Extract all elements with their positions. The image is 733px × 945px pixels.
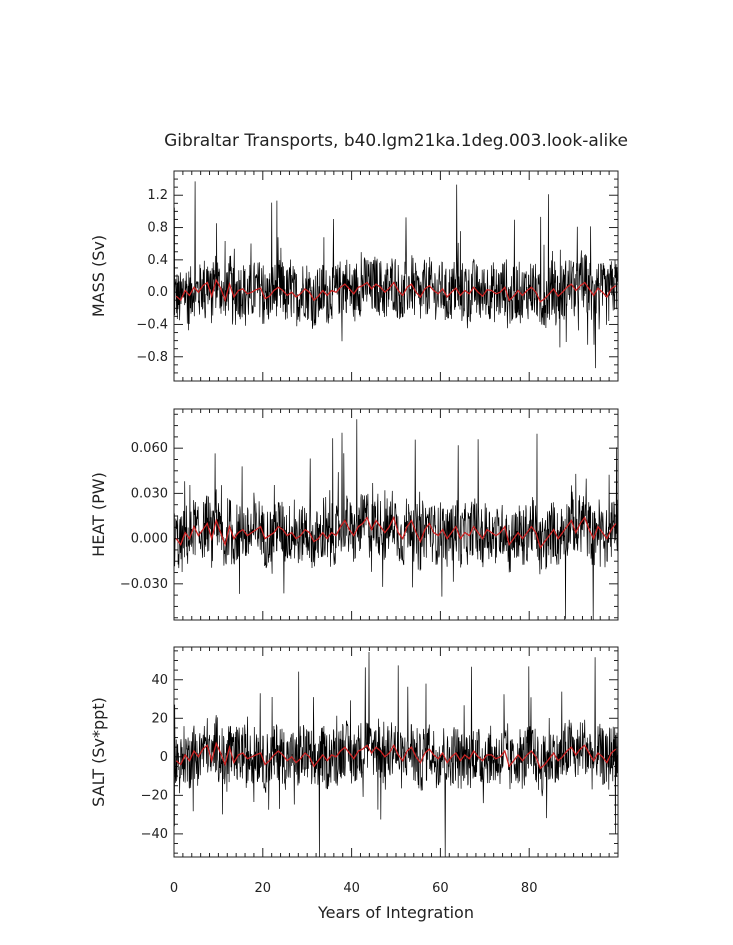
y-tick-label: −0.4: [136, 317, 168, 332]
monthly-series: [174, 419, 618, 620]
x-axis-label: Years of Integration: [317, 903, 474, 922]
x-tick-label: 60: [432, 881, 449, 896]
y-tick-label: 0.030: [131, 486, 168, 501]
x-tick-label: 20: [255, 881, 272, 896]
y-tick-label: −0.8: [136, 350, 168, 365]
y-tick-label: 0.8: [147, 221, 168, 236]
y-axis-label: HEAT (PW): [89, 472, 108, 557]
y-axis-label: SALT (Sv*ppt): [89, 697, 108, 807]
x-tick-label: 40: [343, 881, 360, 896]
annual-mean-series: [175, 278, 617, 303]
y-tick-label: 0.0: [147, 285, 168, 300]
plot-frame: [173, 646, 619, 858]
y-tick-label: −20: [141, 788, 168, 803]
annual-mean-series: [175, 741, 617, 770]
monthly-series: [174, 181, 618, 369]
panel-mass: −0.8 −0.4 0.0 0.4 0.8 1.2 MASS (Sv): [89, 170, 619, 382]
y-tick-label: 0.000: [131, 532, 168, 547]
x-tick-label: 80: [521, 881, 538, 896]
x-tick-label: 0: [170, 881, 178, 896]
y-tick-label: −40: [141, 827, 168, 842]
monthly-series: [174, 651, 618, 857]
panel-heat: −0.030 0.000 0.030 0.060 HEAT (PW): [89, 408, 619, 621]
y-tick-label: −0.030: [120, 577, 168, 592]
annual-mean-series: [175, 515, 617, 550]
x-tick-labels: 0 20 40 60 80: [170, 881, 538, 896]
y-tick-label: 0.4: [147, 253, 168, 268]
y-tick-label: 1.2: [147, 188, 168, 203]
panel-salt: −40 −20 0 20 40 SALT (Sv*ppt): [89, 646, 619, 858]
y-tick-label: 20: [151, 711, 168, 726]
chart-title: Gibraltar Transports, b40.lgm21ka.1deg.0…: [164, 131, 628, 151]
y-axis-label: MASS (Sv): [89, 235, 108, 317]
y-tick-label: 40: [151, 673, 168, 688]
y-tick-label: 0: [160, 750, 168, 765]
y-tick-label: 0.060: [131, 441, 168, 456]
